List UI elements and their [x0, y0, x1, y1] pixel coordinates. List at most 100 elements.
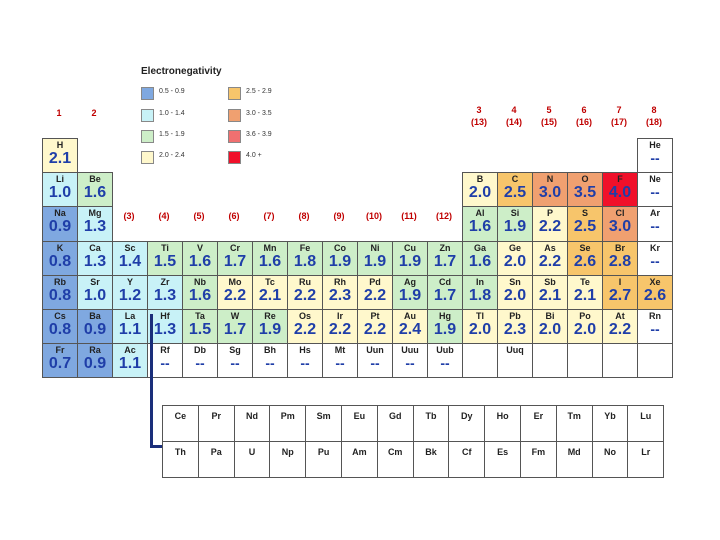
element-cell: Pt 2.2 [357, 309, 393, 345]
element-symbol: Pt [370, 311, 380, 321]
element-symbol: Ag [404, 276, 416, 287]
element-symbol: Pu [317, 447, 330, 457]
element-symbol: Bk [425, 447, 437, 457]
element-symbol: Nd [245, 411, 258, 421]
element-symbol: Cr [229, 242, 240, 253]
element-cell: Ra 0.9 [77, 343, 113, 379]
element-symbol: Mn [263, 242, 277, 253]
electronegativity-value: 2.1 [538, 286, 562, 304]
element-symbol: Zr [160, 276, 170, 287]
element-symbol: Sg [229, 345, 241, 356]
element-cell [567, 343, 603, 379]
element-symbol: He [649, 140, 661, 150]
f-block-cell: Es [484, 441, 521, 478]
f-block-cell: Eu [341, 405, 378, 442]
element-cell: Ac 1.1 [112, 343, 148, 379]
legend-label: 3.6 - 3.9 [246, 131, 272, 138]
element-symbol: Ne [649, 174, 661, 185]
element-symbol: Cf [462, 447, 472, 457]
element-symbol: Si [510, 208, 520, 219]
element-cell: Tc 2.1 [252, 274, 288, 310]
element-symbol: W [230, 311, 240, 321]
electronegativity-value: 2.2 [538, 252, 562, 270]
element-cell: Db -- [182, 343, 218, 379]
element-symbol: Cu [404, 242, 416, 253]
f-block-cell: Pm [269, 405, 307, 442]
f-block-cell: Bk [412, 441, 450, 478]
f-block-cell: Pa [197, 441, 235, 478]
electronegativity-value: 0.7 [48, 355, 72, 373]
element-symbol: Rb [54, 276, 66, 287]
element-symbol: Rh [334, 276, 346, 287]
element-symbol: Sc [124, 242, 136, 253]
element-symbol: P [546, 208, 553, 219]
electronegativity-value: 2.0 [538, 321, 562, 338]
f-block-cell: Fm [520, 441, 557, 478]
element-symbol: Cd [439, 276, 451, 287]
element-cell: Na 0.9 [42, 206, 78, 242]
electronegativity-value: 1.3 [153, 321, 177, 338]
legend-swatch [228, 109, 241, 122]
f-block-cell: Lr [627, 441, 665, 478]
element-symbol: S [581, 208, 588, 219]
electronegativity-value: -- [650, 150, 660, 166]
group-label: 7 (17) [610, 105, 627, 127]
element-cell: He -- [637, 138, 673, 174]
element-cell: Sc 1.4 [112, 240, 148, 276]
group-label: 3 (13) [470, 105, 487, 127]
electronegativity-value: 1.3 [153, 286, 177, 304]
electronegativity-value: 1.2 [118, 286, 142, 304]
element-cell: Xe 2.6 [637, 274, 673, 310]
electronegativity-value: 0.8 [48, 286, 72, 304]
electronegativity-value: 2.1 [573, 286, 597, 304]
element-symbol: Hs [299, 345, 311, 356]
f-block-cell: U [233, 441, 271, 478]
element-symbol: Rn [649, 311, 661, 321]
f-block-cell: Ce [162, 405, 199, 442]
element-symbol: Po [579, 311, 591, 321]
element-symbol: As [544, 242, 556, 253]
element-symbol: Nb [194, 276, 206, 287]
electronegativity-value: 1.6 [83, 184, 107, 202]
element-symbol: Pm [280, 411, 295, 421]
electronegativity-value: 1.6 [468, 252, 492, 270]
element-symbol: Yb [604, 411, 616, 421]
f-block-cell: Tm [555, 405, 593, 442]
element-symbol: Ti [161, 242, 169, 253]
element-symbol: Hf [160, 311, 170, 321]
element-symbol: B [476, 174, 484, 185]
element-symbol: Ge [508, 242, 521, 253]
element-cell: Rh 2.3 [322, 274, 358, 310]
group-label: (11) [401, 211, 417, 222]
element-symbol: Sm [316, 411, 331, 421]
element-cell: Uub -- [427, 343, 463, 379]
element-cell [532, 343, 568, 379]
electronegativity-value: 0.9 [48, 218, 72, 236]
element-symbol: Ho [496, 411, 509, 421]
f-block-cell: No [591, 441, 629, 478]
electronegativity-value: 1.1 [118, 355, 142, 373]
electronegativity-value: 1.7 [433, 252, 457, 270]
element-cell: Mg 1.3 [77, 206, 113, 242]
element-cell: Li 1.0 [42, 172, 78, 208]
element-symbol: Os [298, 311, 311, 321]
electronegativity-value: 3.0 [608, 218, 632, 236]
element-symbol: Uuq [506, 345, 524, 356]
electronegativity-value: 2.2 [328, 321, 352, 338]
element-cell: Nb 1.6 [182, 274, 218, 310]
element-symbol: No [603, 447, 616, 457]
f-block-connector [150, 314, 153, 448]
electronegativity-value: -- [440, 355, 450, 372]
electronegativity-value: -- [265, 355, 275, 372]
element-cell: P 2.2 [532, 206, 568, 242]
electronegativity-value: 1.5 [188, 321, 212, 338]
f-block-cell: Nd [233, 405, 271, 442]
element-cell [637, 343, 673, 379]
electronegativity-value: -- [650, 321, 660, 337]
group-label: (9) [333, 211, 345, 222]
element-cell: Te 2.1 [567, 274, 603, 310]
element-symbol: Ni [370, 242, 380, 253]
element-cell: Hs -- [287, 343, 323, 379]
element-symbol: N [546, 174, 554, 185]
legend: Electronegativity 0.5 - 0.9 1.0 - 1.4 1.5 … [0, 0, 720, 164]
